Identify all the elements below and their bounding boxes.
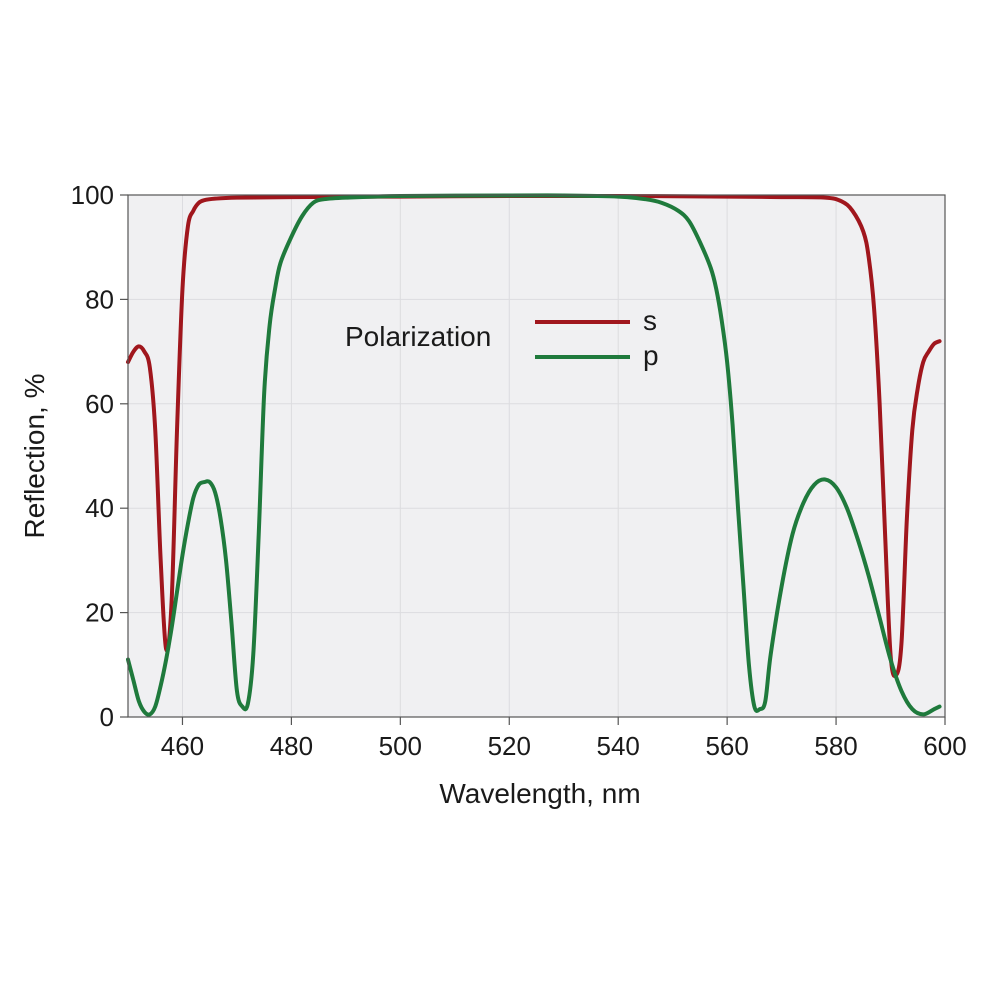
y-tick-label: 100 [71,180,114,210]
x-tick-label: 480 [270,731,313,761]
x-tick-label: 540 [597,731,640,761]
y-axis-label: Reflection, % [19,374,50,539]
plot-border [127,194,946,718]
legend-label-p: p [643,340,659,371]
plot-area [128,195,945,717]
y-tick-label: 80 [85,284,114,314]
legend-label-s: s [643,305,657,336]
x-tick-label: 520 [488,731,531,761]
x-tick-label: 580 [814,731,857,761]
y-tick-label: 60 [85,389,114,419]
legend: Polarization s p [345,305,659,371]
x-tick-label: 460 [161,731,204,761]
y-tick-label: 0 [100,702,114,732]
y-axis-ticks: 0 20 40 60 80 100 [71,180,128,732]
y-tick-label: 40 [85,493,114,523]
x-tick-label: 500 [379,731,422,761]
legend-title: Polarization [345,321,491,352]
x-axis-ticks: 460 480 500 520 540 560 580 600 [161,717,967,761]
y-tick-label: 20 [85,598,114,628]
x-tick-label: 600 [923,731,966,761]
x-tick-label: 560 [705,731,748,761]
grid [128,195,945,717]
x-axis-label: Wavelength, nm [439,778,640,809]
